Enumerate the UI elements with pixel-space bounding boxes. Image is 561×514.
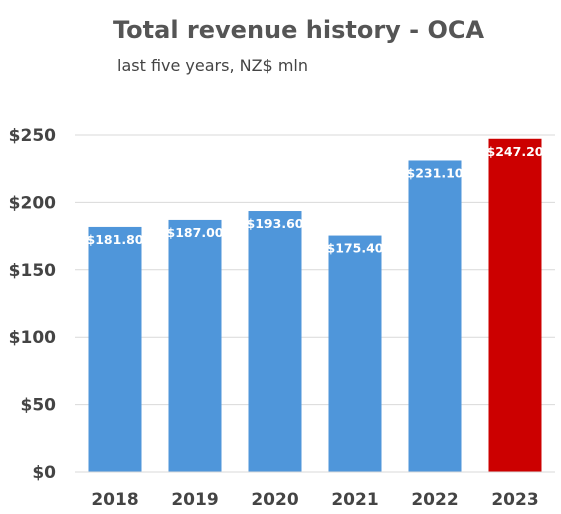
data-label: $175.40 (327, 241, 384, 256)
x-axis: 2018 2019 2020 2021 2022 2023 (75, 471, 555, 510)
bar-2022 (408, 160, 462, 472)
y-tick-label: $150 (9, 261, 56, 281)
chart-subtitle: last five years, NZ$ mln (117, 56, 308, 75)
y-tick-label: $100 (9, 328, 56, 348)
x-tick-label: 2023 (491, 490, 538, 510)
gridlines (75, 134, 555, 406)
data-label: $231.10 (407, 165, 464, 180)
x-tick-label: 2018 (91, 490, 138, 510)
chart-title: Total revenue history - OCA (113, 16, 485, 44)
bar-2018 (88, 226, 142, 472)
data-label: $187.00 (167, 225, 224, 240)
bar-2019 (168, 219, 222, 472)
data-labels: $181.80 $187.00 $193.60 $175.40 $231.10 $247.… (87, 144, 544, 256)
y-tick-label: $50 (21, 396, 57, 416)
x-tick-label: 2020 (251, 490, 298, 510)
x-tick-label: 2021 (331, 490, 378, 510)
x-tick-label: 2019 (171, 490, 218, 510)
bars (88, 138, 542, 472)
bar-2020 (248, 211, 302, 472)
y-tick-label: $200 (9, 193, 56, 213)
data-label: $247.20 (487, 144, 544, 159)
y-axis: $0 $50 $100 $150 $200 $250 (9, 126, 56, 483)
y-tick-label: $0 (32, 463, 56, 483)
data-label: $193.60 (247, 216, 304, 231)
bar-2023 (488, 138, 542, 472)
y-tick-label: $250 (9, 126, 56, 146)
data-label: $181.80 (87, 232, 144, 247)
x-tick-label: 2022 (411, 490, 458, 510)
bar-2021 (328, 235, 382, 472)
